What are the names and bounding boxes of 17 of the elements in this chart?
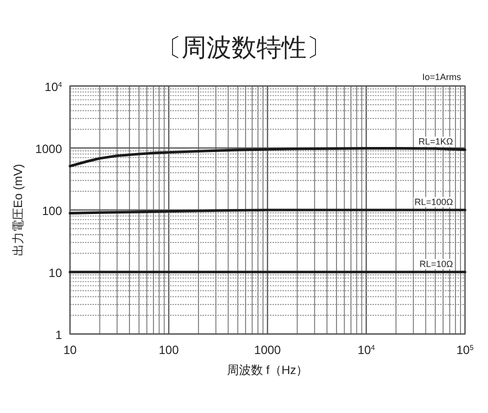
y-tick-label: 10 [48,266,62,280]
x-axis-title: 周波数 f（Hz） [226,363,308,377]
x-tick-label: 100 [158,343,180,357]
x-tick-label: 10$^{5}$ [456,342,474,357]
chart-title: 〔周波数特性〕 [156,34,332,62]
x-tick-label: 1000 [254,343,282,357]
text: Io=1Arms [422,72,462,82]
x-tick-label: 10 [63,343,77,357]
series-label: RL=10Ω [420,259,454,269]
y-tick-label: 10$^{4}$ [44,80,62,94]
series-label: RL=1KΩ [418,136,454,147]
series-label: RL=100Ω [414,197,454,207]
x-tick-label: 10$^{4}$ [358,342,375,357]
y-tick-label: 1000 [35,142,62,156]
y-tick-label: 1 [55,328,62,342]
y-axis-title: 出力電圧Eo (mV) [11,164,25,256]
y-tick-label: 100 [42,204,62,218]
